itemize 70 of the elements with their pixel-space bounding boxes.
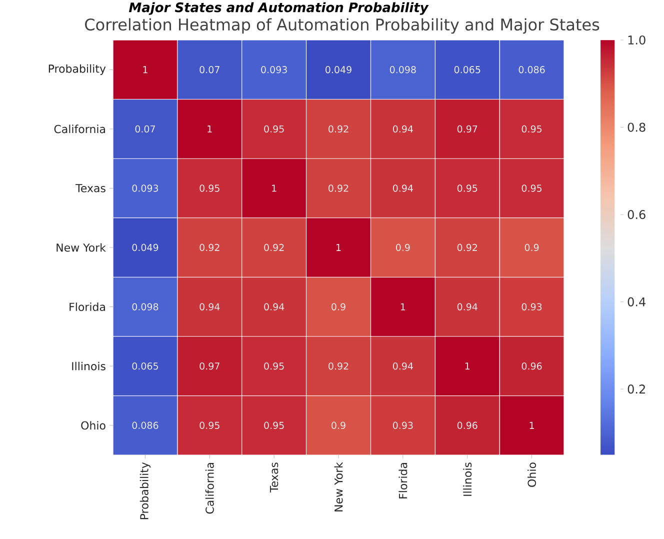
data-label: 0.94 (392, 125, 413, 133)
color-bar-label: 0.8 (628, 122, 646, 132)
data-label: 0.94 (264, 303, 284, 310)
data-label: 0.92 (328, 184, 348, 192)
data-label: 0.9 (396, 244, 410, 252)
color-bar-label: 1.0 (628, 35, 646, 45)
data-label: 0.07 (135, 125, 155, 133)
y-tick-label: Illinois (72, 362, 106, 370)
color-bar-label: 0.2 (628, 384, 645, 394)
data-label: 0.97 (200, 362, 220, 370)
y-tick-label: Probability (48, 64, 106, 75)
data-label: 0.9 (524, 244, 539, 252)
color-bar-label: 0.4 (628, 297, 646, 306)
data-label: 0.95 (264, 422, 284, 429)
data-label: 0.95 (200, 184, 220, 192)
chart-subtitle: Correlation Heatmap of Automation Probability and Major States (85, 18, 600, 34)
data-label: 1 (530, 422, 534, 429)
y-tick-label: California (54, 124, 105, 134)
data-label: 0.098 (390, 66, 416, 74)
data-label: 0.92 (457, 244, 477, 252)
x-tick-label: California (205, 463, 214, 514)
data-label: 0.92 (328, 362, 348, 370)
data-label: 0.093 (132, 184, 158, 192)
data-label: 1 (336, 244, 341, 251)
chart-title: Major States and Automation Probability (128, 2, 429, 15)
y-tick-label: Texas (76, 184, 106, 192)
data-label: 1 (465, 362, 470, 370)
data-label: 0.94 (392, 184, 413, 192)
data-label: 0.098 (132, 303, 158, 310)
data-label: 1 (400, 303, 406, 310)
data-label: 0.065 (454, 66, 480, 74)
data-label: 0.9 (332, 303, 346, 310)
data-label: 0.9 (332, 422, 346, 429)
data-label: 0.07 (200, 66, 220, 74)
x-tick-label: Florida (398, 463, 408, 498)
data-label: 0.95 (264, 362, 284, 370)
data-label: 1 (272, 184, 276, 192)
data-label: 0.94 (392, 362, 413, 370)
data-label: 0.95 (200, 422, 220, 429)
data-label: 0.093 (261, 66, 287, 74)
data-label: 0.95 (457, 184, 478, 192)
data-label: 0.086 (518, 66, 545, 74)
data-label: 0.086 (132, 422, 158, 429)
data-label: 1 (143, 66, 148, 74)
x-tick-label: Texas (270, 462, 278, 492)
data-label: 0.95 (522, 125, 542, 133)
color-bar-label: 0.6 (628, 210, 646, 220)
x-tick-label: Illinois (463, 462, 472, 496)
x-tick-label: Probability (140, 462, 151, 520)
data-label: 0.94 (200, 303, 220, 310)
x-tick-label: Ohio (528, 462, 536, 487)
x-tick-label: New York (334, 462, 343, 512)
y-tick-label: Florida (70, 302, 105, 312)
y-tick-label: Ohio (81, 421, 106, 430)
data-label: 0.93 (392, 422, 413, 429)
data-label: 0.97 (457, 125, 478, 133)
data-label: 0.94 (457, 303, 478, 310)
y-tick-label: New York (56, 243, 106, 252)
data-label: 0.049 (326, 66, 352, 74)
data-label: 0.065 (132, 362, 158, 370)
data-label: 0.93 (522, 303, 542, 310)
data-label: 0.049 (132, 244, 158, 252)
data-label: 0.92 (200, 244, 220, 252)
data-label: 0.95 (264, 125, 284, 133)
data-label: 0.92 (264, 244, 284, 252)
data-label: 0.95 (522, 184, 542, 192)
data-label: 1 (208, 125, 212, 132)
data-label: 0.92 (328, 125, 348, 133)
data-label: 0.96 (522, 362, 542, 370)
data-label: 0.96 (457, 422, 478, 429)
